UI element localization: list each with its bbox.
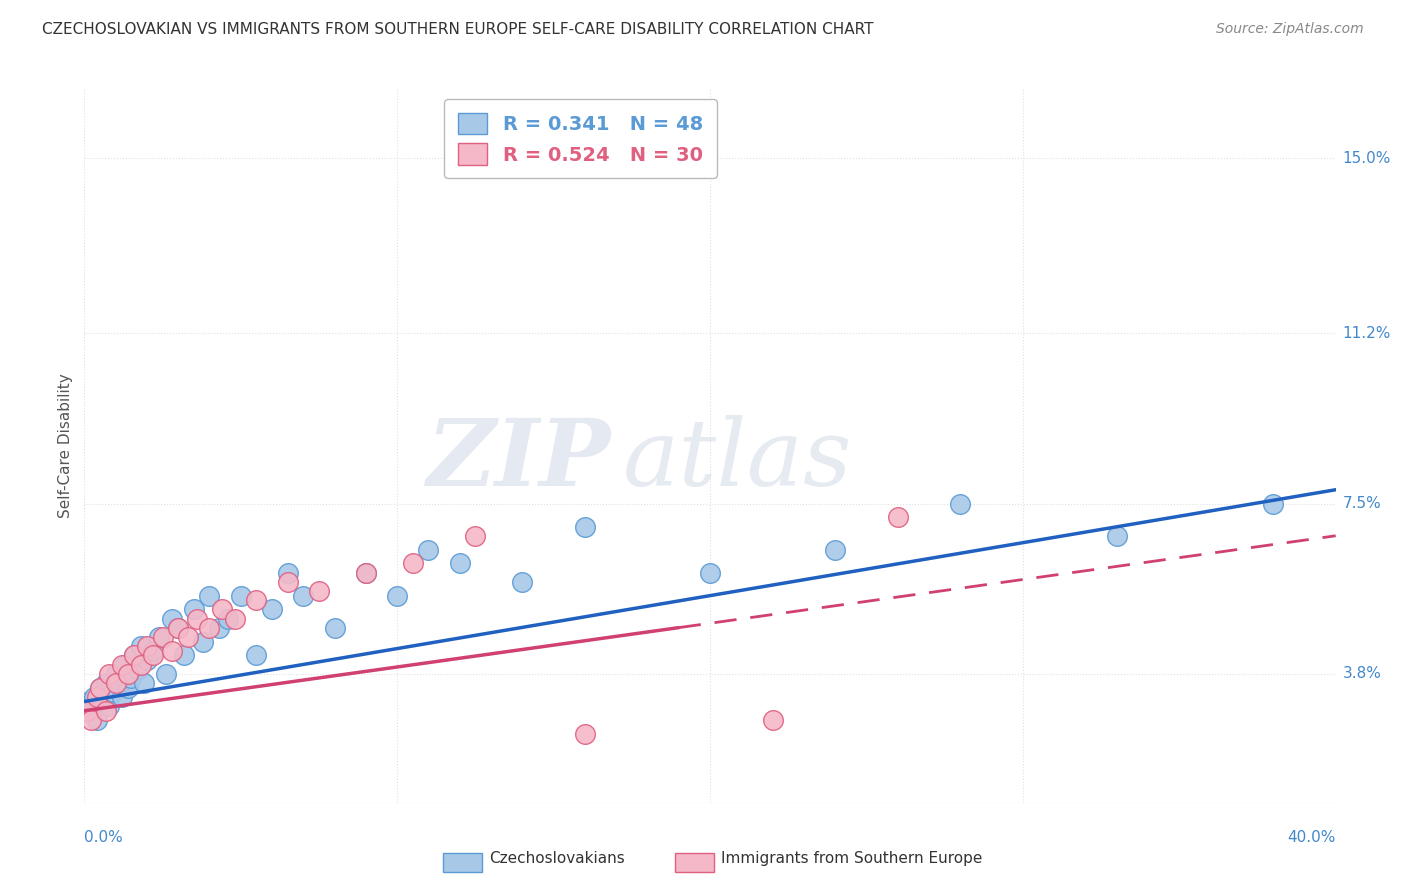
Point [76,694,98,708]
Point [198,589,221,603]
Point [98,699,121,714]
Point [129,657,152,672]
Point [148,630,170,644]
Point [354,566,377,580]
Point [887,510,910,524]
Point [96,704,118,718]
Text: CZECHOSLOVAKIAN VS IMMIGRANTS FROM SOUTHERN EUROPE SELF-CARE DISABILITY CORRELAT: CZECHOSLOVAKIAN VS IMMIGRANTS FROM SOUTH… [42,22,873,37]
Text: Immigrants from Southern Europe: Immigrants from Southern Europe [721,851,983,865]
Text: 11.2%: 11.2% [1343,326,1391,341]
Point [1105,529,1128,543]
Point [186,612,208,626]
Point [111,657,134,672]
Point [211,602,233,616]
Point [167,621,190,635]
Point [132,676,155,690]
Point [155,666,177,681]
Point [574,519,596,533]
Point [79,713,101,727]
Point [245,593,267,607]
Text: atlas: atlas [623,416,852,505]
Point [89,681,111,695]
Point [160,644,183,658]
Point [824,542,846,557]
Point [262,602,284,616]
Point [354,566,377,580]
Point [120,672,142,686]
Point [136,640,159,654]
Point [142,644,165,658]
Point [245,648,267,663]
Point [512,574,534,589]
Point [101,685,124,699]
Point [127,662,149,676]
Point [1263,497,1285,511]
Point [114,657,136,672]
Point [160,612,183,626]
Point [464,529,486,543]
Point [79,704,101,718]
Point [86,690,108,704]
Point [83,690,105,704]
Text: Source: ZipAtlas.com: Source: ZipAtlas.com [1216,22,1364,37]
Y-axis label: Self-Care Disability: Self-Care Disability [58,374,73,518]
Point [574,727,596,741]
Text: 40.0%: 40.0% [1288,830,1336,845]
Point [183,602,205,616]
Point [385,589,409,603]
Point [117,681,139,695]
Point [124,648,146,663]
Text: 3.8%: 3.8% [1343,666,1382,681]
Text: Czechoslovakians: Czechoslovakians [489,851,626,865]
Text: 7.5%: 7.5% [1343,496,1382,511]
Point [229,589,252,603]
Point [96,676,118,690]
Point [949,497,972,511]
Point [76,704,98,718]
Point [277,566,299,580]
Point [104,666,127,681]
Point [136,653,159,667]
Point [107,676,129,690]
Point [762,713,785,727]
Point [176,630,198,644]
Point [224,612,246,626]
Point [418,542,440,557]
Point [91,694,114,708]
Point [104,676,127,690]
Point [308,584,330,599]
Text: ZIP: ZIP [426,416,610,505]
Point [402,557,425,571]
Point [208,621,231,635]
Point [89,681,111,695]
Text: 15.0%: 15.0% [1343,151,1391,166]
Point [152,630,174,644]
Point [292,589,315,603]
Point [699,566,721,580]
Point [98,666,121,681]
Point [277,574,299,589]
Point [117,666,139,681]
Point [323,621,346,635]
Point [217,612,239,626]
Point [86,713,108,727]
Point [129,640,152,654]
Point [449,557,471,571]
Point [198,621,221,635]
Point [142,648,165,663]
Text: 0.0%: 0.0% [84,830,124,845]
Legend: R = 0.341   N = 48, R = 0.524   N = 30: R = 0.341 N = 48, R = 0.524 N = 30 [444,99,717,178]
Point [124,648,146,663]
Point [167,621,190,635]
Point [193,634,215,648]
Point [173,648,195,663]
Point [111,690,134,704]
